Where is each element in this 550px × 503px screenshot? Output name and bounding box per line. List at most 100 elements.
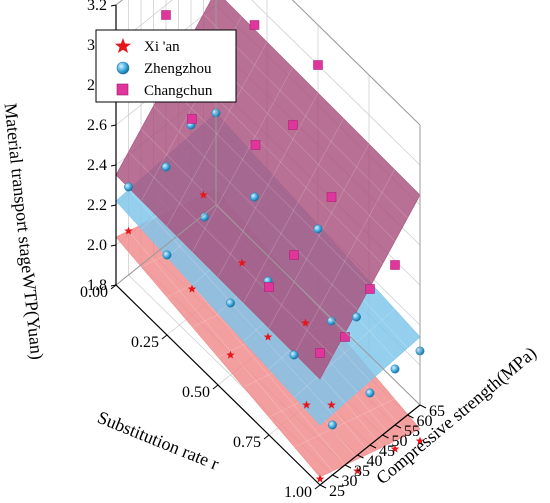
- surface-mesh-line: [166, 41, 268, 227]
- z-tick-label: 2.4: [87, 157, 107, 174]
- y-tick-mark: [319, 484, 327, 489]
- box-edge: [115, 204, 217, 286]
- y-tick-mark: [382, 434, 389, 439]
- y-tick-mark: [332, 474, 339, 479]
- surface-mesh-line: [203, 13, 408, 219]
- x-tick-label: 1.00: [284, 484, 312, 501]
- legend: Xi 'an Zhengzhou Changchun: [95, 29, 237, 103]
- y-tick-mark: [419, 404, 427, 409]
- x-tick-mark: [263, 434, 270, 440]
- data-point-xian: [353, 466, 362, 475]
- y-tick-label: 45: [379, 443, 395, 460]
- data-point-xian: [301, 318, 310, 327]
- data-point-zhengzhou: [289, 350, 299, 360]
- data-point-xian: [415, 436, 425, 445]
- z-tick-mark: [110, 244, 117, 247]
- y-tick-mark: [344, 464, 352, 469]
- surface-mesh-line: [294, 308, 395, 398]
- data-point-zhengzhou: [327, 316, 336, 326]
- y-tick-label: 40: [367, 453, 383, 470]
- surface-mesh-line: [217, 92, 319, 278]
- data-point-xian: [263, 332, 273, 341]
- z-tick-label: 2.6: [87, 117, 107, 134]
- surface-mesh-line: [268, 143, 370, 329]
- data-point-changchun: [250, 140, 261, 150]
- data-point-xian: [390, 444, 400, 453]
- data-point-changchun: [264, 282, 274, 292]
- data-point-xian: [199, 190, 208, 199]
- z-tick-mark: [110, 204, 117, 207]
- data-point-changchun: [340, 332, 350, 342]
- z-axis-label: Material transport stageWTP(Yuan): [0, 102, 47, 361]
- z-tick-label: 2.0: [87, 237, 107, 254]
- z-tick-label: 1.8: [87, 277, 107, 294]
- surface-mesh-line: [294, 398, 395, 448]
- data-point-xian: [302, 400, 311, 409]
- legend-label-xian: Xi 'an: [144, 39, 180, 55]
- y-tick-mark: [407, 414, 414, 419]
- y-tick-label: 50: [392, 433, 408, 450]
- surface-mesh-line: [153, 105, 358, 311]
- data-point-xian: [124, 226, 133, 235]
- data-point-zhengzhou: [162, 250, 172, 260]
- box-edge: [215, 204, 421, 406]
- gridline-w: [115, 0, 421, 166]
- data-point-changchun: [390, 260, 400, 270]
- data-point-zhengzhou: [365, 388, 375, 398]
- z-tick-mark: [110, 4, 117, 7]
- y-tick-label: 65: [429, 403, 445, 420]
- x-tick-label: 0.50: [182, 384, 210, 401]
- z-tick-mark: [110, 124, 117, 127]
- data-point-zhengzhou: [226, 298, 235, 308]
- data-point-xian: [315, 474, 325, 483]
- data-point-xian: [187, 284, 197, 293]
- data-point-changchun: [313, 60, 323, 70]
- z-tick-label: 3.2: [87, 0, 107, 14]
- data-point-changchun: [315, 348, 325, 358]
- y-tick-mark: [369, 444, 377, 449]
- x-tick-label: 0.25: [131, 334, 159, 351]
- data-point-xian: [226, 350, 235, 359]
- x-tick-mark: [314, 484, 321, 490]
- data-point-xian: [237, 258, 247, 267]
- z-tick-label: 2.2: [87, 197, 107, 214]
- data-point-changchun: [187, 114, 197, 124]
- x-tick-mark: [110, 284, 117, 290]
- data-point-changchun: [161, 10, 171, 20]
- y-tick-label: 35: [354, 463, 370, 480]
- surface-mesh-line: [165, 82, 371, 288]
- data-point-zhengzhou: [352, 312, 361, 322]
- z-tick-mark: [110, 164, 117, 167]
- data-point-zhengzhou: [313, 224, 323, 234]
- data-point-changchun: [289, 250, 299, 260]
- data-point-zhengzhou: [124, 182, 133, 192]
- data-point-changchun: [365, 284, 375, 294]
- surface-mesh-line: [243, 118, 344, 303]
- x-tick-label: 0.00: [80, 284, 108, 301]
- y-tick-mark: [357, 454, 364, 459]
- data-point-xian: [327, 400, 336, 409]
- x-tick-label: 0.75: [233, 434, 261, 451]
- legend-label-changchun: Changchun: [144, 83, 213, 99]
- y-tick-label: 60: [417, 413, 433, 430]
- x-tick-mark: [212, 384, 219, 390]
- surface-mesh-line: [294, 169, 395, 354]
- y-tick-label: 55: [404, 423, 420, 440]
- x-tick-mark: [161, 334, 168, 340]
- y-tick-label: 30: [342, 473, 358, 490]
- data-point-zhengzhou: [250, 192, 259, 202]
- legend-changchun-cube-icon: [116, 83, 129, 96]
- data-point-zhengzhou: [161, 162, 171, 172]
- data-point-changchun: [326, 192, 337, 202]
- legend-zhengzhou-sphere-icon: [116, 61, 130, 75]
- data-point-changchun: [288, 120, 298, 130]
- legend-xian-star-icon: [115, 38, 131, 53]
- legend-label-zhengzhou: Zhengzhou: [144, 61, 212, 77]
- data-point-changchun: [249, 20, 260, 30]
- y-tick-mark: [394, 424, 402, 429]
- box-edge: [291, 0, 421, 126]
- data-point-zhengzhou: [390, 364, 400, 374]
- data-point-zhengzhou: [328, 420, 337, 430]
- surface-mesh-line: [192, 67, 293, 252]
